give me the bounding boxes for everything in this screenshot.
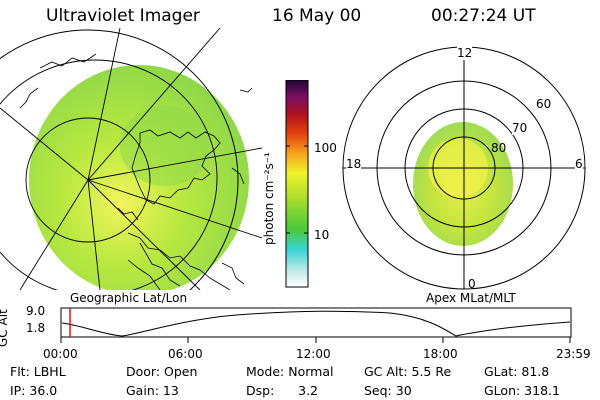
polar-plot (342, 46, 586, 290)
timeline-x-tick-0000: 00:00 (43, 347, 78, 361)
mlt-label-0: 0 (468, 277, 476, 291)
timeline-y-tick-high: 9.0 (26, 304, 46, 318)
status-gc-alt: GC Alt: 5.5 Re (364, 364, 452, 379)
status-gain: Gain: 13 (126, 383, 179, 398)
mlt-label-12: 12 (457, 46, 473, 60)
right-panel-caption: Apex MLat/MLT (426, 291, 516, 305)
status-door: Door: Open (126, 364, 198, 379)
status-filter: Flt: LBHL (10, 364, 66, 379)
left-panel-caption: Geographic Lat/Lon (70, 291, 188, 305)
coastlines (19, 53, 253, 290)
altitude-curve (61, 310, 571, 337)
mlt-label-18: 18 (346, 157, 362, 171)
colorbar-tick-100: 100 (314, 141, 337, 155)
timeline-x-tick-0600: 06:00 (168, 347, 203, 361)
globe-limb (0, 29, 239, 290)
lat-label-70: 70 (512, 121, 528, 135)
instrument-title: Ultraviolet Imager (46, 6, 200, 26)
timeline-x-tick-1200: 12:00 (296, 347, 331, 361)
observation-date: 16 May 00 (272, 6, 362, 26)
colorbar-unit-label: photon cm⁻²s⁻¹ (262, 152, 276, 245)
timeline-y-tick-low: 1.8 (26, 321, 46, 335)
polar-grid (342, 46, 586, 290)
status-dsp: Dsp: 3.2 (246, 383, 319, 398)
status-glon: GLon: 318.1 (484, 383, 560, 398)
mlt-label-6: 6 (575, 157, 583, 171)
timeline-x-tick-1800: 18:00 (423, 347, 458, 361)
timeline-y-label: GC Alt (0, 309, 10, 347)
colorbar (285, 80, 309, 288)
timeline-x-tick-2359: 23:59 (556, 347, 591, 361)
meridian-grid (0, 28, 262, 290)
lat-label-80: 80 (491, 141, 507, 155)
colorbar-tick-10: 10 (314, 228, 330, 242)
status-mode: Mode: Normal (246, 364, 334, 379)
lat-label-60: 60 (536, 97, 552, 111)
observation-time: 00:27:24 UT (431, 6, 536, 26)
orbit-altitude-plot (60, 307, 572, 343)
status-ip: IP: 36.0 (10, 383, 58, 398)
geographic-image-panel (0, 28, 262, 290)
status-glat: GLat: 81.8 (484, 364, 550, 379)
status-seq: Seq: 30 (364, 383, 412, 398)
